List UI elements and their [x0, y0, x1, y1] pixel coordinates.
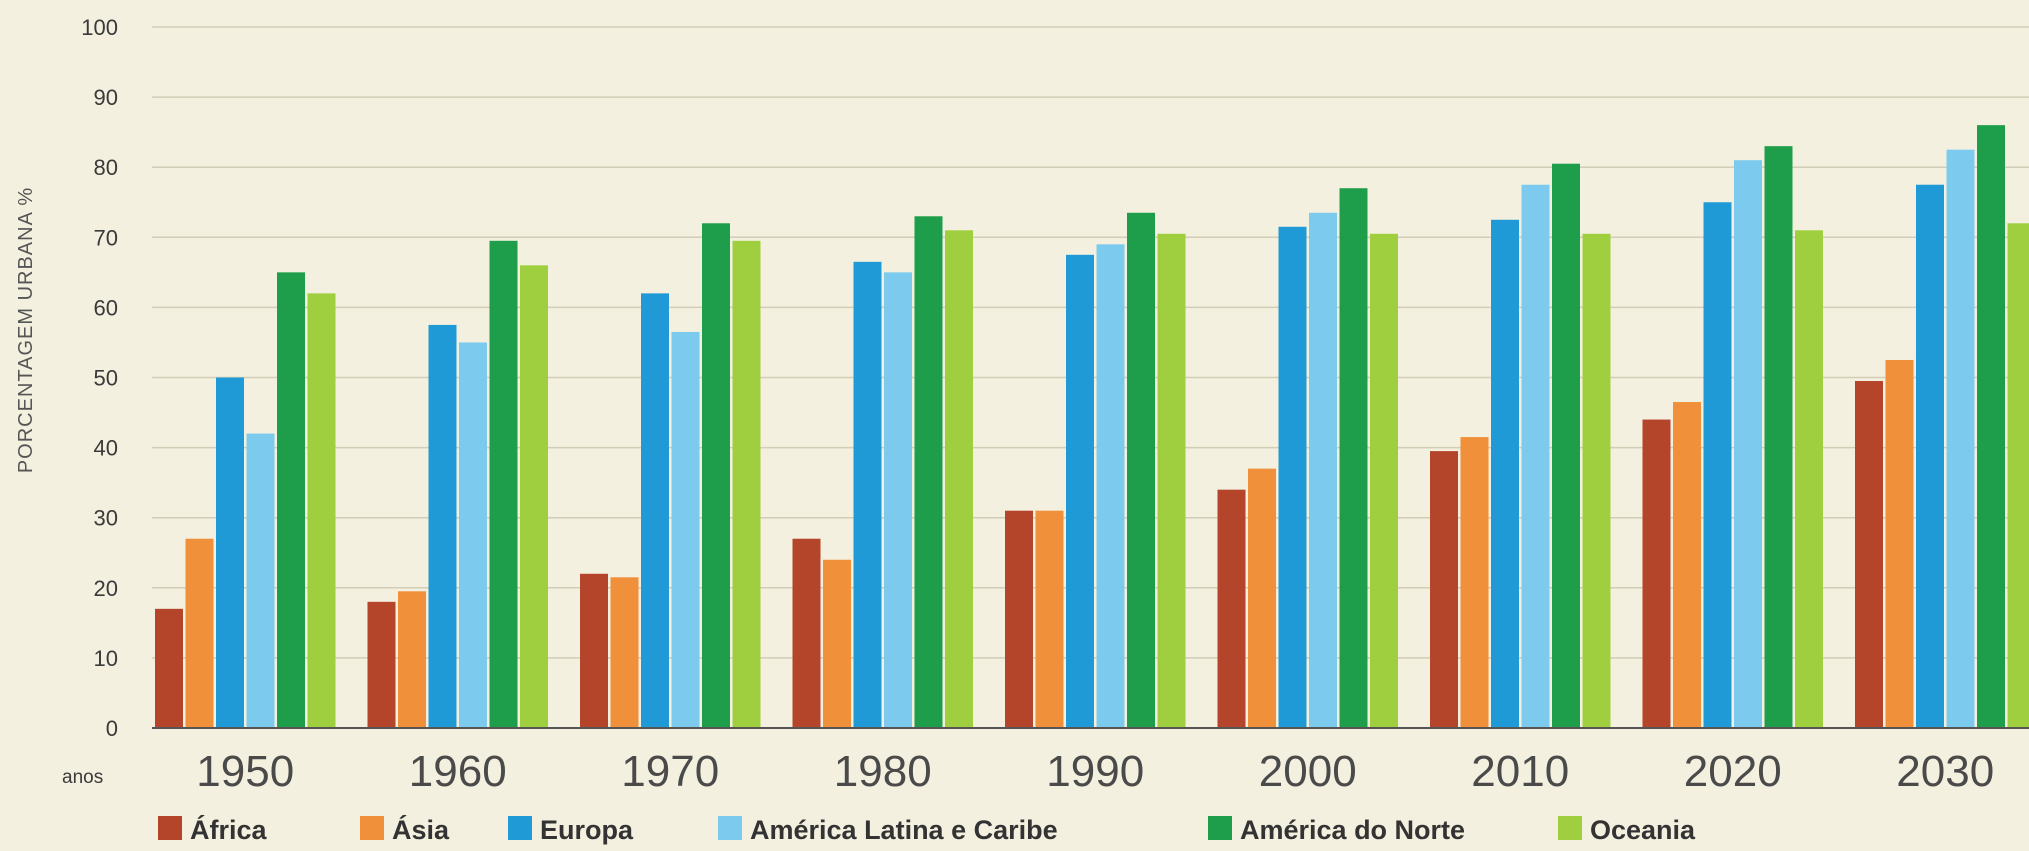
bar-1960-3 — [459, 342, 487, 728]
x-tick-label: 1960 — [409, 747, 507, 796]
bar-1970-4 — [702, 223, 730, 728]
bar-2020-2 — [1703, 202, 1732, 728]
bar-2000-5 — [1370, 233, 1398, 729]
y-tick-label: 50 — [94, 366, 118, 391]
bar-1950-2 — [216, 377, 244, 728]
bar-2030-3 — [1946, 149, 1975, 729]
legend-label: Ásia — [392, 814, 450, 845]
bars — [155, 125, 2029, 729]
bar-2020-3 — [1734, 160, 1762, 728]
y-tick-label: 70 — [94, 225, 118, 250]
legend-swatch — [158, 816, 182, 840]
y-tick-label: 40 — [94, 436, 118, 461]
y-tick-label: 80 — [94, 155, 118, 180]
legend-label: África — [190, 814, 268, 845]
x-tick-label: 1980 — [834, 747, 932, 796]
bar-2010-0 — [1430, 451, 1458, 728]
x-tick-label: 2020 — [1684, 747, 1782, 796]
bar-2010-5 — [1582, 233, 1611, 729]
legend-label: Europa — [540, 815, 634, 845]
bar-2030-4 — [1977, 125, 2005, 728]
bar-2010-1 — [1460, 437, 1489, 728]
bar-2000-0 — [1217, 489, 1246, 728]
bar-1980-2 — [853, 261, 882, 728]
bar-1980-5 — [945, 230, 973, 729]
bar-2020-0 — [1642, 419, 1671, 728]
x-tick-label: 2000 — [1259, 747, 1357, 796]
legend-swatch — [508, 816, 532, 840]
x-tick-label: 1990 — [1046, 747, 1144, 796]
bar-2020-1 — [1673, 402, 1701, 728]
legend-swatch — [1558, 816, 1582, 840]
bar-2030-1 — [1885, 359, 1914, 728]
y-tick-label: 100 — [81, 15, 118, 40]
y-axis-label: PORCENTAGEM URBANA % — [15, 187, 37, 473]
bar-1990-1 — [1035, 510, 1064, 728]
legend-label: América do Norte — [1240, 815, 1465, 845]
bar-2000-4 — [1339, 188, 1368, 729]
legend: África Ásia Europa América Latina e Caribe A… — [158, 814, 1696, 845]
bar-2000-2 — [1278, 226, 1307, 728]
x-axis-label: anos — [62, 767, 103, 788]
legend-swatch — [360, 816, 384, 840]
bar-1990-5 — [1157, 233, 1186, 729]
bar-1990-2 — [1066, 254, 1094, 728]
x-axis-ticks: 1950 1960 1970 1980 1990 2000 2010 2020 2030 — [196, 747, 1994, 796]
bar-1960-2 — [428, 324, 457, 728]
legend-swatch — [718, 816, 742, 840]
y-tick-label: 20 — [94, 576, 118, 601]
legend-label: América Latina e Caribe — [750, 815, 1058, 845]
bar-1970-3 — [671, 331, 700, 728]
bar-2000-1 — [1248, 468, 1276, 728]
bar-1950-4 — [277, 272, 305, 728]
bar-1970-5 — [732, 240, 761, 728]
bar-2010-3 — [1521, 184, 1550, 729]
legend-label: Oceania — [1590, 815, 1696, 845]
bar-2010-4 — [1552, 163, 1580, 728]
bar-2000-3 — [1309, 212, 1337, 728]
bar-1980-1 — [823, 559, 851, 728]
bar-1970-0 — [580, 573, 608, 728]
bar-1970-2 — [641, 293, 669, 728]
x-tick-label: 1970 — [621, 747, 719, 796]
bar-1990-4 — [1127, 212, 1155, 728]
bar-1950-5 — [307, 293, 336, 728]
bar-1980-4 — [914, 216, 943, 728]
bar-1950-1 — [185, 538, 214, 728]
y-tick-label: 30 — [94, 506, 118, 531]
bar-1960-0 — [367, 601, 396, 728]
y-tick-label: 90 — [94, 85, 118, 110]
bar-1970-1 — [610, 577, 639, 728]
legend-swatch — [1208, 816, 1232, 840]
bar-1960-4 — [489, 240, 518, 728]
bar-1980-0 — [792, 538, 821, 728]
x-tick-label: 2030 — [1896, 747, 1994, 796]
bar-2020-4 — [1764, 146, 1793, 729]
x-tick-label: 1950 — [196, 747, 294, 796]
y-tick-label: 0 — [106, 716, 118, 741]
bar-1980-3 — [884, 272, 912, 728]
bar-1990-0 — [1005, 510, 1033, 728]
bar-2030-0 — [1855, 381, 1883, 728]
y-tick-label: 10 — [94, 646, 118, 671]
x-tick-label: 2010 — [1471, 747, 1569, 796]
bar-1990-3 — [1096, 244, 1125, 728]
bar-1950-0 — [155, 608, 183, 728]
bar-1960-5 — [520, 265, 548, 728]
bar-2020-5 — [1795, 230, 1823, 729]
bar-2030-2 — [1916, 184, 1944, 729]
bar-2030-5 — [2007, 223, 2029, 728]
y-axis-ticks: 0 10 20 30 40 50 60 70 80 90 100 — [81, 15, 118, 741]
bar-1960-1 — [398, 591, 426, 728]
bar-2010-2 — [1491, 219, 1519, 728]
y-tick-label: 60 — [94, 295, 118, 320]
bar-1950-3 — [246, 433, 275, 728]
